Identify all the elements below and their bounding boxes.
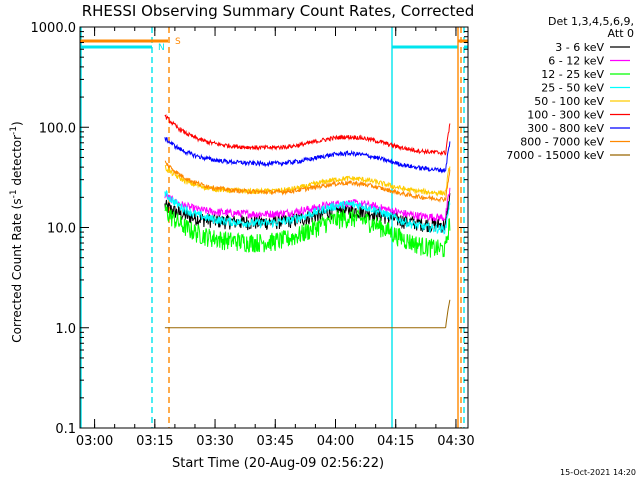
x-tick-label: 04:30 — [437, 434, 474, 449]
legend-header: Att 0 — [608, 27, 634, 40]
series-line — [164, 113, 451, 157]
axes: 0.1 1.0 10.0 100.0 1000.0 03:00 03:15 03:30 03:4… — [31, 21, 475, 449]
legend-label: 25 - 50 keV — [541, 82, 604, 95]
plot-frame — [79, 26, 469, 429]
legend-label: 12 - 25 keV — [541, 68, 604, 81]
legend-label: 50 - 100 keV — [534, 95, 604, 108]
y-axis-label: Corrected Count Rate (s-1 detector-1) — [9, 121, 24, 342]
legend-label: 3 - 6 keV — [555, 41, 604, 54]
series-line — [164, 160, 451, 204]
legend-label: 6 - 12 keV — [548, 55, 604, 68]
series-line — [164, 137, 451, 174]
x-tick-label: 03:15 — [136, 434, 173, 449]
x-tick-label: 03:30 — [196, 434, 233, 449]
series-lines — [164, 113, 451, 329]
y-tick-label: 0.1 — [55, 422, 76, 437]
x-tick-label: 04:15 — [377, 434, 414, 449]
series-line — [164, 187, 451, 222]
saa-annotation: S — [175, 37, 181, 47]
x-tick-label: 03:45 — [257, 434, 294, 449]
legend-label: 100 - 300 keV — [527, 109, 604, 122]
y-tick-label: 100.0 — [39, 121, 76, 136]
x-tick-label: 04:00 — [317, 434, 354, 449]
y-tick-label: 1.0 — [55, 322, 76, 337]
footer-timestamp: 15-Oct-2021 14:20 — [560, 468, 636, 477]
night-annotation: N — [158, 43, 165, 53]
legend-header: Det 1,3,4,5,6,9, — [548, 15, 634, 28]
series-line — [164, 164, 451, 197]
series-line — [164, 189, 451, 235]
y-tick-label: 1000.0 — [31, 21, 77, 36]
saa-markers: S — [80, 27, 468, 428]
legend-label: 300 - 800 keV — [527, 122, 604, 135]
night-markers: N — [80, 27, 468, 428]
x-axis-label: Start Time (20-Aug-09 02:56:22) — [172, 456, 384, 471]
legend-label: 800 - 7000 keV — [520, 136, 604, 149]
series-line — [164, 299, 451, 329]
series-line — [164, 204, 451, 258]
x-tick-label: 03:00 — [76, 434, 113, 449]
legend-label: 7000 - 15000 keV — [506, 149, 604, 162]
chart-title: RHESSI Observing Summary Count Rates, Co… — [82, 2, 475, 20]
y-tick-label: 10.0 — [47, 222, 76, 237]
